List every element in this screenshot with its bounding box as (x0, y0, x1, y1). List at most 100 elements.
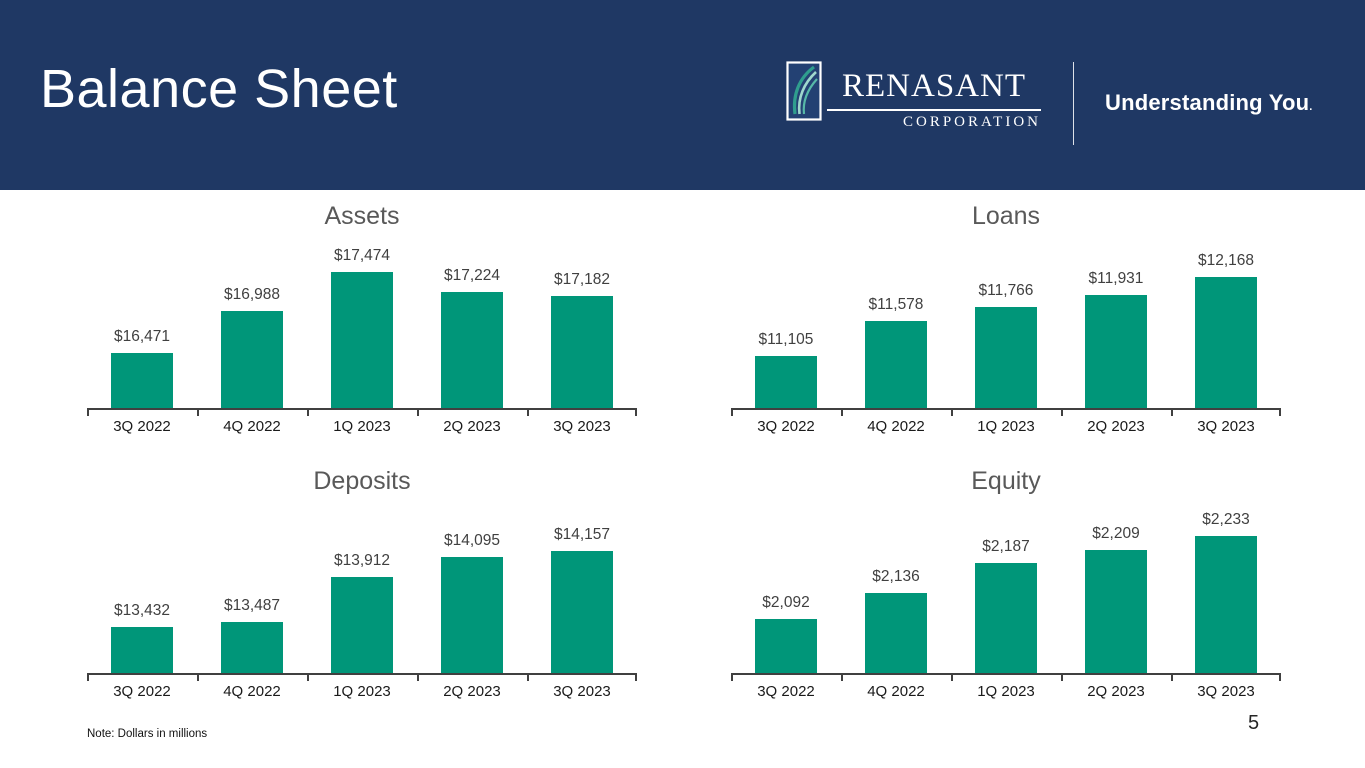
x-axis-label: 1Q 2023 (977, 683, 1035, 700)
data-label: $2,209 (1092, 525, 1140, 542)
x-axis-labels: 3Q 2022 4Q 2022 1Q 2023 2Q 2023 3Q 2023 (87, 418, 637, 435)
axis-tick (527, 675, 529, 681)
logo-company-name: RENASANT (827, 70, 1041, 111)
x-axis-label: 3Q 2022 (757, 683, 815, 700)
x-axis-label: 1Q 2023 (333, 418, 391, 435)
bar-group: $14,157 (527, 505, 637, 673)
axis-tick (841, 410, 843, 416)
chart-deposits: Deposits $13,432 $13,487 $13,912 $14,095 $14,… (87, 465, 637, 700)
bar-group: $16,471 (87, 240, 197, 408)
x-axis-label: 2Q 2023 (443, 683, 501, 700)
bar (755, 619, 817, 673)
chart-title: Assets (324, 202, 400, 230)
bar-group: $17,182 (527, 240, 637, 408)
bar-group: $16,988 (197, 240, 307, 408)
axis-tick (1061, 675, 1063, 681)
x-axis-label: 3Q 2023 (1197, 418, 1255, 435)
bar (111, 627, 173, 673)
data-label: $13,432 (113, 602, 171, 619)
x-axis-labels: 3Q 2022 4Q 2022 1Q 2023 2Q 2023 3Q 2023 (731, 683, 1281, 700)
data-label: $2,233 (1202, 511, 1250, 528)
chart-assets: Assets $16,471 $16,988 $17,474 $17,224 $17,18… (87, 200, 637, 435)
renasant-logo-mark-icon (786, 61, 822, 126)
x-axis-label: 4Q 2022 (867, 418, 925, 435)
bar (1195, 277, 1257, 408)
plot-area: $11,105 $11,578 $11,766 $11,931 $12,168 (731, 240, 1281, 410)
chart-equity: Equity $2,092 $2,136 $2,187 $2,209 $2,233 3Q 2… (731, 465, 1281, 700)
logo-company-subname: CORPORATION (902, 114, 1041, 130)
axis-tick (951, 675, 953, 681)
axis-tick (635, 675, 637, 681)
bar (865, 593, 927, 673)
data-label: $13,912 (333, 552, 391, 569)
bar-group: $13,487 (197, 505, 307, 673)
x-axis-label: 3Q 2022 (113, 418, 171, 435)
bar-group: $14,095 (417, 505, 527, 673)
bar-group: $2,092 (731, 505, 841, 673)
data-label: $17,474 (333, 247, 391, 264)
axis-tick (527, 410, 529, 416)
axis-ticks (87, 410, 637, 416)
page-title: Balance Sheet (40, 59, 398, 119)
plot-area: $16,471 $16,988 $17,474 $17,224 $17,182 (87, 240, 637, 410)
bar-group: $12,168 (1171, 240, 1281, 408)
axis-tick (1279, 675, 1281, 681)
bar-group: $11,931 (1061, 240, 1171, 408)
page-number: 5 (1248, 712, 1260, 734)
plot-area: $13,432 $13,487 $13,912 $14,095 $14,157 (87, 505, 637, 675)
axis-tick (1279, 410, 1281, 416)
bar-group: $2,209 (1061, 505, 1171, 673)
data-label: $11,766 (978, 282, 1034, 299)
bar-group: $2,233 (1171, 505, 1281, 673)
bar-group: $13,912 (307, 505, 417, 673)
data-label: $16,471 (113, 328, 171, 345)
x-axis-label: 3Q 2023 (1197, 683, 1255, 700)
chart-title: Deposits (313, 467, 411, 495)
axis-tick (1061, 410, 1063, 416)
data-label: $14,095 (443, 532, 501, 549)
tagline-text: Understanding You (1105, 90, 1310, 115)
chart-title: Equity (971, 467, 1041, 495)
bar-group: $2,187 (951, 505, 1061, 673)
axis-tick (417, 410, 419, 416)
data-label: $12,168 (1197, 252, 1255, 269)
data-label: $11,578 (868, 296, 924, 313)
bar (1195, 536, 1257, 673)
plot-area: $2,092 $2,136 $2,187 $2,209 $2,233 (731, 505, 1281, 675)
bar (1085, 295, 1147, 408)
data-label: $11,105 (758, 331, 814, 348)
axis-tick (1171, 410, 1173, 416)
axis-tick (417, 675, 419, 681)
axis-tick (635, 410, 637, 416)
axis-tick (841, 675, 843, 681)
logo-tagline: Understanding You. (1105, 90, 1313, 116)
axis-tick (197, 675, 199, 681)
axis-tick (731, 675, 733, 681)
bar-group: $2,136 (841, 505, 951, 673)
axis-tick (307, 410, 309, 416)
bar (441, 557, 503, 673)
axis-tick (87, 675, 89, 681)
bar (441, 292, 503, 408)
bar (551, 551, 613, 673)
bar-group: $17,224 (417, 240, 527, 408)
axis-tick (87, 410, 89, 416)
x-axis-label: 4Q 2022 (223, 418, 281, 435)
x-axis-labels: 3Q 2022 4Q 2022 1Q 2023 2Q 2023 3Q 2023 (87, 683, 637, 700)
chart-title: Loans (971, 202, 1041, 230)
bar (331, 577, 393, 673)
bar (865, 321, 927, 408)
x-axis-label: 4Q 2022 (223, 683, 281, 700)
axis-ticks (731, 675, 1281, 681)
x-axis-label: 1Q 2023 (977, 418, 1035, 435)
bar (221, 311, 283, 408)
bar (221, 622, 283, 673)
bar (975, 563, 1037, 673)
axis-tick (731, 410, 733, 416)
x-axis-label: 3Q 2023 (553, 418, 611, 435)
data-label: $2,187 (982, 538, 1030, 555)
x-axis-label: 3Q 2023 (553, 683, 611, 700)
bar-group: $11,578 (841, 240, 951, 408)
bar-group: $13,432 (87, 505, 197, 673)
